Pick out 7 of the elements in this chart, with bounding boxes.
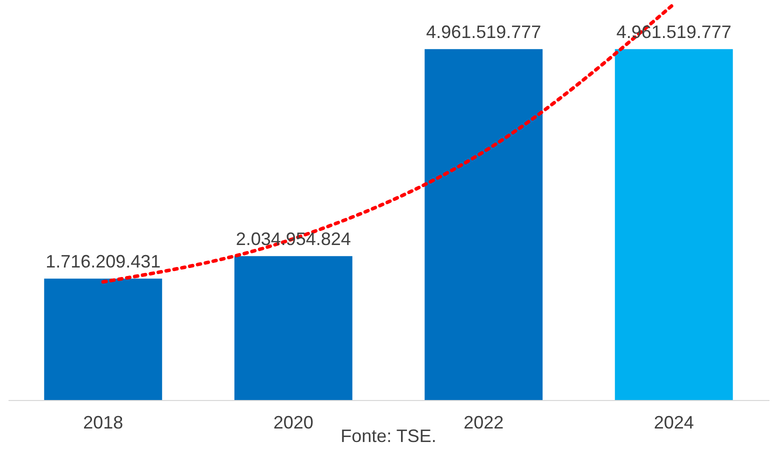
x-tick-label: 2018 <box>83 412 124 432</box>
data-label: 1.716.209.431 <box>46 252 161 272</box>
x-tick-label: 2022 <box>464 412 504 432</box>
x-tick-label: 2020 <box>273 412 314 432</box>
data-label: 4.961.519.777 <box>426 22 542 42</box>
source-note: Fonte: TSE. <box>340 426 436 446</box>
x-tick-label: 2024 <box>654 412 694 432</box>
